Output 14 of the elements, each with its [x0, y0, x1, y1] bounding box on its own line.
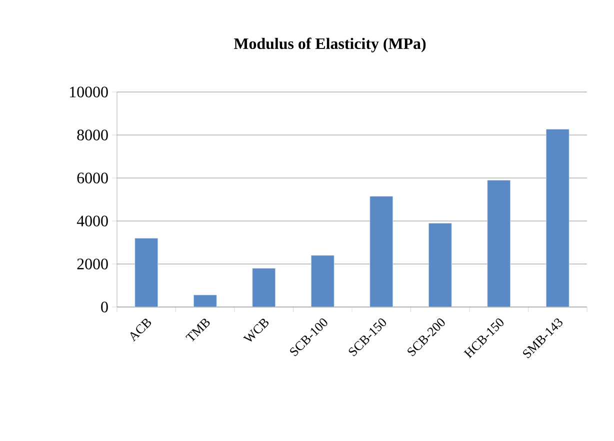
- y-tick-label: 10000: [70, 86, 108, 98]
- chart-title: Modulus of Elasticity (MPa): [234, 38, 426, 52]
- bar: [428, 222, 452, 307]
- y-tick-label: 8000: [77, 130, 108, 140]
- bar: [370, 196, 394, 307]
- bar: [252, 268, 276, 307]
- bar: [134, 238, 158, 307]
- y-tick-label: 0: [101, 302, 108, 312]
- y-tick-label: 2000: [77, 258, 108, 270]
- bar: [487, 180, 511, 307]
- bar: [546, 128, 570, 307]
- y-tick-label: 6000: [77, 172, 108, 184]
- y-tick-label: 4000: [76, 216, 108, 226]
- bar: [310, 255, 334, 307]
